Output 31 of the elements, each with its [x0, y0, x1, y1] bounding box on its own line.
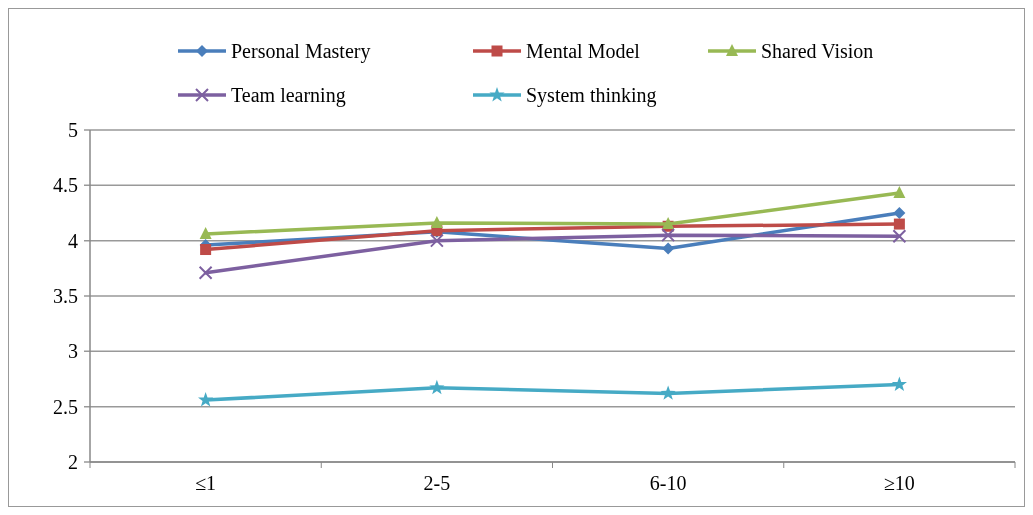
y-tick-label: 2.5: [53, 395, 78, 418]
point: [200, 244, 212, 256]
y-tick-label: 5: [68, 119, 78, 141]
point: [198, 265, 213, 280]
legend-label: Mental Model: [526, 40, 641, 62]
y-tick-label: 4.5: [53, 174, 78, 197]
point: [660, 385, 676, 400]
point: [199, 227, 212, 240]
y-tick-label: 3: [68, 340, 78, 363]
x-tick-label: 2-5: [423, 472, 451, 494]
point: [891, 376, 907, 392]
legend-label: System thinking: [526, 84, 657, 107]
point: [893, 218, 905, 230]
point: [198, 392, 214, 407]
x-tick-label: 6-10: [649, 472, 687, 494]
point: [893, 186, 906, 199]
y-tick-label: 4: [68, 229, 78, 252]
point: [893, 207, 906, 219]
point: [662, 242, 675, 255]
legend-label: Personal Mastery: [231, 40, 371, 63]
y-tick-label: 2: [68, 451, 78, 473]
point: [429, 379, 445, 395]
point: [892, 229, 907, 244]
legend-label: Shared Vision: [761, 40, 874, 62]
point: [661, 228, 676, 243]
legend-label: Team learning: [231, 84, 346, 107]
x-tick-label: ≥10: [883, 472, 915, 494]
point: [429, 233, 444, 248]
x-tick-label: ≤1: [195, 472, 217, 494]
point: [430, 215, 443, 228]
y-tick-label: 3.5: [53, 285, 78, 307]
